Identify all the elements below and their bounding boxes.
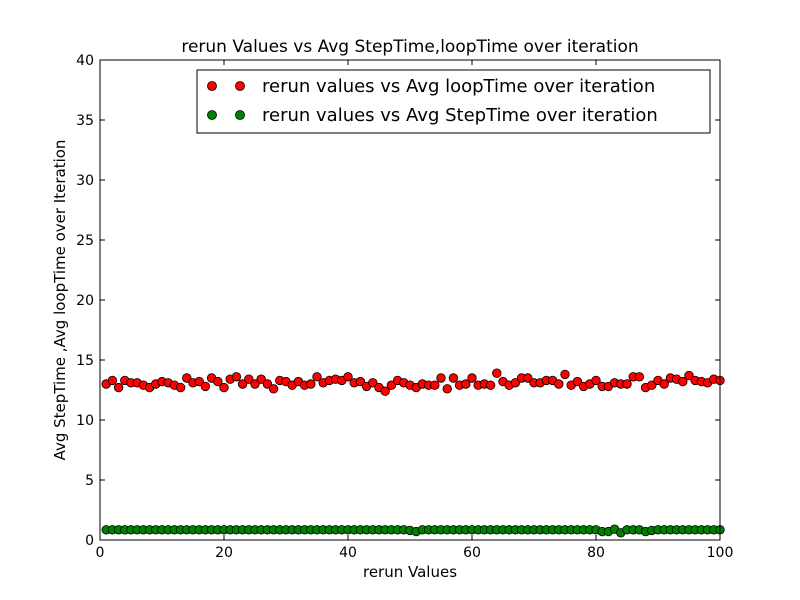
loop-time-point — [219, 382, 229, 393]
loop-time-point — [554, 379, 564, 389]
x-axis-label: rerun Values — [363, 563, 457, 581]
loop-time-point — [523, 373, 533, 383]
loop-time-point — [175, 382, 186, 393]
loop-time-point — [380, 386, 390, 396]
loop-time-point — [262, 379, 273, 389]
loop-time-point — [560, 369, 570, 380]
x-tick-label: 100 — [707, 545, 734, 561]
loop-time-point — [237, 379, 248, 389]
legend-box — [196, 69, 711, 134]
loop-time-point — [194, 376, 204, 387]
ticks-layer: 0 20 40 60 80 100 0 5 10 15 20 25 30 35 40 — [76, 53, 733, 561]
legend-label-step: rerun values vs Avg StepTime over iterat… — [262, 105, 658, 126]
loop-time-point — [436, 373, 446, 383]
loop-time-point — [368, 378, 378, 388]
legend-marker-loop-a — [207, 81, 217, 91]
y-tick-label: 25 — [76, 233, 94, 249]
loop-time-point — [268, 384, 279, 394]
loop-time-point — [113, 382, 124, 393]
y-tick-label: 30 — [76, 173, 94, 189]
loop-time-point — [200, 381, 211, 392]
legend: rerun values vs Avg loopTime over iterat… — [196, 69, 711, 134]
loop-time-point — [355, 376, 366, 387]
x-tick-label: 20 — [215, 545, 233, 561]
chart-title: rerun Values vs Avg StepTime,loopTime ov… — [181, 37, 638, 57]
loop-time-point — [182, 373, 192, 383]
loop-time-point — [442, 384, 452, 394]
loop-time-point — [343, 372, 353, 382]
legend-marker-step-b — [235, 110, 245, 120]
x-tick-label: 80 — [587, 545, 605, 561]
legend-marker-step-a — [207, 110, 217, 120]
y-axis-label: Avg StepTime ,Avg loopTime over Iteratio… — [51, 140, 69, 461]
y-tick-label: 15 — [76, 353, 94, 369]
loop-time-point — [107, 375, 118, 386]
y-tick-label: 5 — [85, 473, 94, 489]
loop-time-point — [684, 370, 694, 381]
loop-time-point — [467, 373, 477, 383]
y-tick-label: 20 — [76, 293, 94, 309]
loop-time-point — [659, 379, 669, 389]
loop-time-point — [461, 379, 471, 389]
loop-time-point — [306, 379, 316, 389]
loop-time-point — [510, 378, 521, 388]
loop-time-point — [678, 376, 688, 387]
loop-time-point — [622, 379, 632, 389]
loop-time-point — [312, 372, 322, 382]
loop-time-point — [485, 380, 496, 390]
y-tick-label: 40 — [76, 53, 94, 69]
loop-time-point — [430, 380, 440, 390]
loop-time-point — [256, 374, 266, 384]
legend-label-loop: rerun values vs Avg loopTime over iterat… — [262, 76, 655, 97]
legend-marker-loop-b — [235, 81, 245, 91]
loop-time-point — [250, 379, 260, 389]
loop-time-point — [492, 368, 502, 378]
y-tick-label: 10 — [76, 413, 94, 429]
loop-time-point — [448, 373, 459, 383]
x-tick-label: 0 — [96, 545, 105, 561]
loop-time-point — [591, 375, 601, 386]
loop-time-point — [231, 372, 242, 382]
y-tick-label: 35 — [76, 113, 94, 129]
x-tick-label: 60 — [463, 545, 481, 561]
data-layer — [101, 368, 725, 538]
x-tick-label: 40 — [339, 545, 357, 561]
loop-time-point — [386, 380, 397, 390]
loop-time-point — [244, 374, 254, 384]
y-tick-label: 0 — [85, 533, 94, 549]
loop-time-point — [572, 376, 583, 387]
loop-time-point — [213, 376, 223, 387]
plot-area — [100, 60, 720, 540]
loop-time-point — [647, 380, 657, 390]
loop-time-point — [634, 372, 645, 382]
